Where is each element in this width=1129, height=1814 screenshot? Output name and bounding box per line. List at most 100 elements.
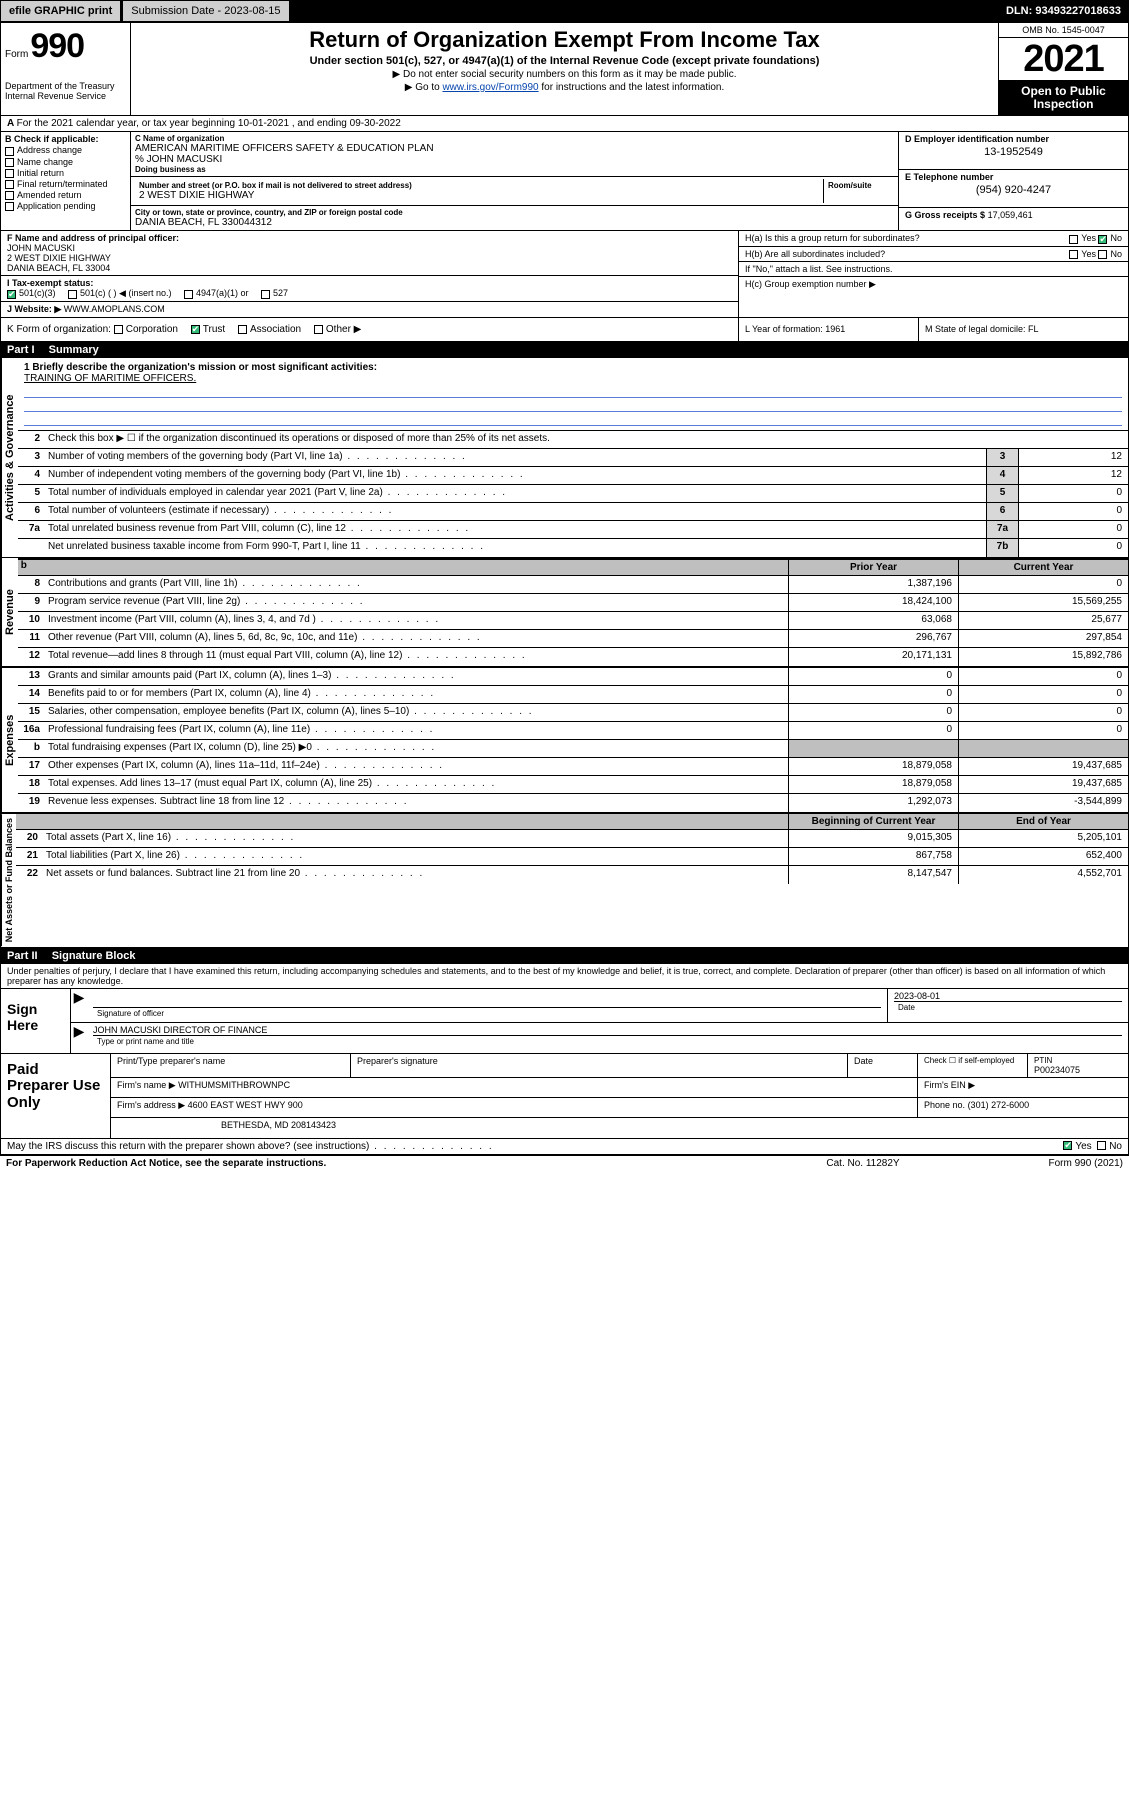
hc-label: H(c) Group exemption number ▶ bbox=[745, 279, 1122, 290]
chk-association[interactable] bbox=[238, 325, 247, 334]
org-name: AMERICAN MARITIME OFFICERS SAFETY & EDUC… bbox=[135, 143, 894, 154]
firm-name-label: Firm's name ▶ bbox=[117, 1080, 176, 1090]
line-box-num: 7b bbox=[986, 539, 1018, 557]
prior-year-val: 0 bbox=[788, 722, 958, 739]
officer-name-label: Type or print name and title bbox=[93, 1035, 1122, 1047]
chk-501c3[interactable] bbox=[7, 290, 16, 299]
ha-no[interactable] bbox=[1098, 235, 1107, 244]
line-desc: Total number of volunteers (estimate if … bbox=[44, 503, 986, 520]
current-year-val: 15,892,786 bbox=[958, 648, 1128, 666]
part-1-header: Part I Summary bbox=[1, 342, 1128, 358]
telephone-label: E Telephone number bbox=[905, 172, 1122, 182]
chk-final-return[interactable] bbox=[5, 180, 14, 189]
chk-application-pending[interactable] bbox=[5, 202, 14, 211]
row-a-tax-year: A For the 2021 calendar year, or tax yea… bbox=[1, 116, 1128, 132]
current-year-val: 0 bbox=[958, 704, 1128, 721]
line-desc: Investment income (Part VIII, column (A)… bbox=[44, 612, 788, 629]
current-year-val: 0 bbox=[958, 576, 1128, 593]
line-desc: Other expenses (Part IX, column (A), lin… bbox=[44, 758, 788, 775]
prep-date-hdr: Date bbox=[848, 1054, 918, 1077]
firm-name: WITHUMSMITHBROWNPC bbox=[178, 1080, 290, 1090]
line-desc: Total unrelated business revenue from Pa… bbox=[44, 521, 986, 538]
form-footer: Form 990 (2021) bbox=[963, 1158, 1123, 1169]
form-number: Form 990 bbox=[5, 27, 126, 66]
tax-exempt-label: I Tax-exempt status: bbox=[7, 278, 93, 288]
prior-year-val: 0 bbox=[788, 704, 958, 721]
chk-other[interactable] bbox=[314, 325, 323, 334]
col-b-checkboxes: B Check if applicable: Address change Na… bbox=[1, 132, 131, 230]
cat-number: Cat. No. 11282Y bbox=[763, 1158, 963, 1169]
website-value: WWW.AMOPLANS.COM bbox=[64, 304, 165, 314]
line-value: 12 bbox=[1018, 449, 1128, 466]
vlabel-governance: Activities & Governance bbox=[1, 358, 18, 557]
line-box-num: 6 bbox=[986, 503, 1018, 520]
line-box-num: 5 bbox=[986, 485, 1018, 502]
current-year-val: 297,854 bbox=[958, 630, 1128, 647]
line-num: 20 bbox=[16, 830, 42, 847]
line-desc: Total revenue—add lines 8 through 11 (mu… bbox=[44, 648, 788, 666]
chk-501c[interactable] bbox=[68, 290, 77, 299]
chk-amended-return[interactable] bbox=[5, 191, 14, 200]
prior-year-val: 8,147,547 bbox=[788, 866, 958, 884]
ptin-label: PTIN bbox=[1034, 1056, 1122, 1065]
chk-4947[interactable] bbox=[184, 290, 193, 299]
chk-trust[interactable] bbox=[191, 325, 200, 334]
mission-text: TRAINING OF MARITIME OFFICERS. bbox=[24, 373, 1122, 384]
may-yes[interactable] bbox=[1063, 1141, 1072, 1150]
form-subtitle-3: ▶ Go to www.irs.gov/Form990 for instruct… bbox=[137, 82, 992, 93]
line-num: 13 bbox=[18, 668, 44, 685]
hb-label: H(b) Are all subordinates included? bbox=[745, 249, 1032, 259]
row-k-form-org: K Form of organization: Corporation Trus… bbox=[1, 318, 738, 341]
firm-ein-label: Firm's EIN ▶ bbox=[918, 1078, 1128, 1097]
prior-year-val: 18,879,058 bbox=[788, 758, 958, 775]
dept-label: Department of the Treasury Internal Reve… bbox=[5, 82, 126, 102]
current-year-hdr: Current Year bbox=[958, 560, 1128, 575]
line-desc: Grants and similar amounts paid (Part IX… bbox=[44, 668, 788, 685]
officer-name-title: JOHN MACUSKI DIRECTOR OF FINANCE bbox=[93, 1025, 1122, 1035]
telephone-value: (954) 920-4247 bbox=[905, 184, 1122, 196]
website-label: J Website: ▶ bbox=[7, 304, 61, 314]
line-value: 0 bbox=[1018, 503, 1128, 520]
line-value: 0 bbox=[1018, 485, 1128, 502]
current-year-val bbox=[958, 740, 1128, 757]
street-label: Number and street (or P.O. box if mail i… bbox=[139, 181, 819, 190]
line-num: 8 bbox=[18, 576, 44, 593]
prep-name-hdr: Print/Type preparer's name bbox=[111, 1054, 351, 1077]
prior-year-val: 9,015,305 bbox=[788, 830, 958, 847]
current-year-val: 25,677 bbox=[958, 612, 1128, 629]
line-value: 0 bbox=[1018, 521, 1128, 538]
hb-no[interactable] bbox=[1098, 250, 1107, 259]
instructions-link[interactable]: www.irs.gov/Form990 bbox=[442, 82, 538, 93]
line-desc: Total number of individuals employed in … bbox=[44, 485, 986, 502]
ha-yes[interactable] bbox=[1069, 235, 1078, 244]
prior-year-val: 20,171,131 bbox=[788, 648, 958, 666]
paid-preparer-label: Paid Preparer Use Only bbox=[1, 1054, 111, 1138]
chk-name-change[interactable] bbox=[5, 158, 14, 167]
current-year-val: 5,205,101 bbox=[958, 830, 1128, 847]
hb-yes[interactable] bbox=[1069, 250, 1078, 259]
dln-label: DLN: 93493227018633 bbox=[998, 0, 1129, 22]
line-value: 0 bbox=[1018, 539, 1128, 557]
sig-date: 2023-08-01 bbox=[894, 991, 1122, 1001]
line-num: 3 bbox=[18, 449, 44, 466]
line-desc: Total fundraising expenses (Part IX, col… bbox=[44, 740, 788, 757]
chk-address-change[interactable] bbox=[5, 147, 14, 156]
chk-527[interactable] bbox=[261, 290, 270, 299]
line-desc: Benefits paid to or for members (Part IX… bbox=[44, 686, 788, 703]
submission-date-label: Submission Date - 2023-08-15 bbox=[122, 0, 289, 22]
gross-receipts-value: 17,059,461 bbox=[988, 210, 1033, 220]
line-desc: Total assets (Part X, line 16) bbox=[42, 830, 788, 847]
line-desc: Number of voting members of the governin… bbox=[44, 449, 986, 466]
current-year-val: -3,544,899 bbox=[958, 794, 1128, 812]
chk-corporation[interactable] bbox=[114, 325, 123, 334]
ha-label: H(a) Is this a group return for subordin… bbox=[745, 233, 1032, 243]
may-no[interactable] bbox=[1097, 1141, 1106, 1150]
line-num: 2 bbox=[18, 431, 44, 448]
current-year-val: 0 bbox=[958, 668, 1128, 685]
efile-print-button[interactable]: efile GRAPHIC print bbox=[0, 0, 121, 22]
prior-year-val: 296,767 bbox=[788, 630, 958, 647]
dba-label: Doing business as bbox=[135, 165, 894, 174]
line-num: 4 bbox=[18, 467, 44, 484]
org-name-label: C Name of organization bbox=[135, 134, 894, 143]
chk-initial-return[interactable] bbox=[5, 169, 14, 178]
